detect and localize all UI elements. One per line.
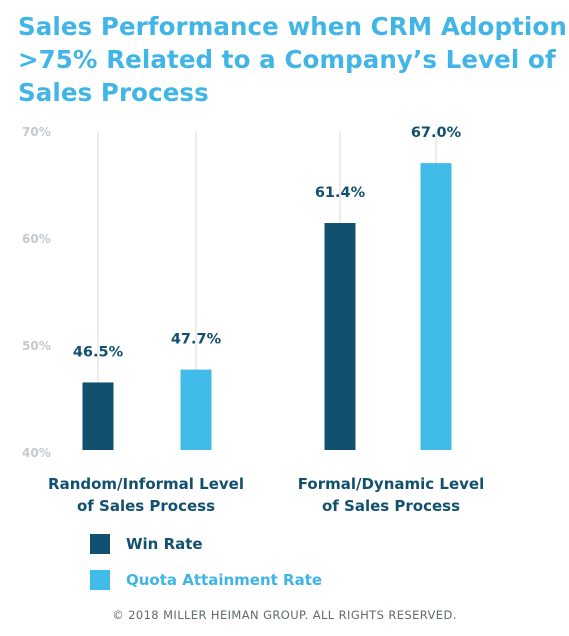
- bar: [180, 369, 212, 450]
- x-category-label: Random/Informal Level: [48, 475, 244, 493]
- legend-label-quota-attainment-rate: Quota Attainment Rate: [126, 571, 323, 589]
- copyright-footer: © 2018 MILLER HEIMAN GROUP. ALL RIGHTS R…: [112, 608, 457, 622]
- chart-title-line-2: >75% Related to a Company’s Level of: [18, 45, 556, 74]
- x-category-label: Formal/Dynamic Level: [298, 475, 484, 493]
- bar: [420, 163, 452, 450]
- bar-chart: 70% 60% 50% 40% 46.5% 61.4% 47.7% 67.0% Random/I…: [22, 125, 484, 515]
- legend-label-win-rate: Win Rate: [126, 535, 203, 553]
- bar: [324, 223, 356, 450]
- y-tick-label: 70%: [22, 125, 51, 139]
- chart-title-line-1: Sales Performance when CRM Adoption: [18, 12, 567, 41]
- chart-title: Sales Performance when CRM Adoption >75%…: [18, 10, 567, 109]
- legend-item-quota-attainment-rate: Quota Attainment Rate: [90, 570, 322, 590]
- bar-value-label: 61.4%: [315, 185, 366, 201]
- bar: [82, 382, 114, 450]
- bar-value-label: 67.0%: [411, 125, 462, 141]
- bar-value-label: 46.5%: [73, 344, 124, 360]
- y-tick-label: 40%: [22, 446, 51, 460]
- x-category-label: of Sales Process: [322, 497, 460, 515]
- y-tick-label: 60%: [22, 232, 51, 246]
- bar-value-label: 47.7%: [171, 332, 222, 348]
- legend: Win Rate Quota Attainment Rate: [90, 534, 322, 606]
- legend-swatch-quota-attainment-rate: [90, 570, 110, 590]
- chart-title-line-3: Sales Process: [18, 78, 209, 107]
- legend-item-win-rate: Win Rate: [90, 534, 322, 554]
- y-tick-label: 50%: [22, 339, 51, 353]
- x-category-label: of Sales Process: [77, 497, 215, 515]
- legend-swatch-win-rate: [90, 534, 110, 554]
